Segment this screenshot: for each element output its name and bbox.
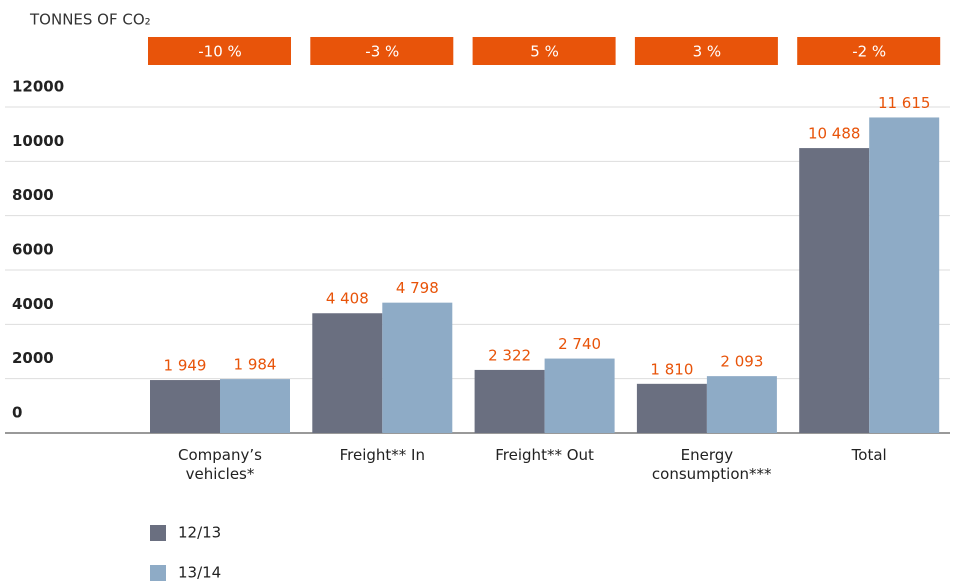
bar	[706, 376, 777, 433]
change-label: -2 %	[852, 43, 886, 61]
change-box	[310, 37, 454, 65]
change-label: 5 %	[530, 43, 559, 61]
change-box	[634, 37, 778, 65]
x-tick-label: Total	[851, 446, 887, 464]
legend-swatch	[150, 565, 166, 581]
bar	[382, 302, 453, 433]
value-label: 4 798	[396, 279, 439, 297]
bar	[474, 369, 545, 433]
value-label: 1 810	[650, 360, 693, 378]
value-label: 2 322	[488, 346, 531, 364]
bar	[220, 379, 290, 433]
value-label: 11 615	[878, 94, 931, 112]
bar	[544, 358, 615, 433]
change-label: -3 %	[365, 43, 399, 61]
value-label: 10 488	[808, 125, 861, 143]
y-tick-label: 12000	[12, 78, 64, 96]
bar	[312, 313, 383, 433]
bar	[799, 148, 870, 434]
value-label: 2 740	[558, 335, 601, 353]
bar	[869, 117, 940, 433]
y-tick-label: 8000	[12, 186, 54, 204]
y-tick-label: 0	[12, 404, 22, 422]
chart-title: TONNES OF CO₂	[29, 11, 151, 29]
bar	[150, 380, 220, 433]
value-label: 4 408	[326, 290, 369, 308]
y-tick-label: 10000	[12, 132, 64, 150]
value-label: 1 984	[234, 356, 277, 374]
value-label: 2 093	[720, 353, 763, 371]
bar	[636, 383, 707, 433]
value-label: 1 949	[164, 357, 207, 375]
x-tick-label: Freight** Out	[495, 446, 594, 464]
y-tick-label: 6000	[12, 241, 54, 259]
change-label: 3 %	[693, 43, 722, 61]
legend-swatch	[150, 525, 166, 541]
x-tick-label: Company’s vehicles*	[178, 446, 262, 483]
x-tick-label: Freight** In	[339, 446, 425, 464]
change-label: -10 %	[198, 43, 242, 61]
y-tick-label: 4000	[12, 295, 54, 313]
x-tick-label: Energy consumption***	[651, 446, 772, 483]
legend-label: 12/13	[178, 524, 221, 542]
y-tick-label: 2000	[12, 349, 54, 367]
legend-label: 13/14	[178, 564, 221, 582]
change-box	[472, 37, 616, 65]
change-box	[148, 37, 291, 65]
change-box	[797, 37, 941, 65]
